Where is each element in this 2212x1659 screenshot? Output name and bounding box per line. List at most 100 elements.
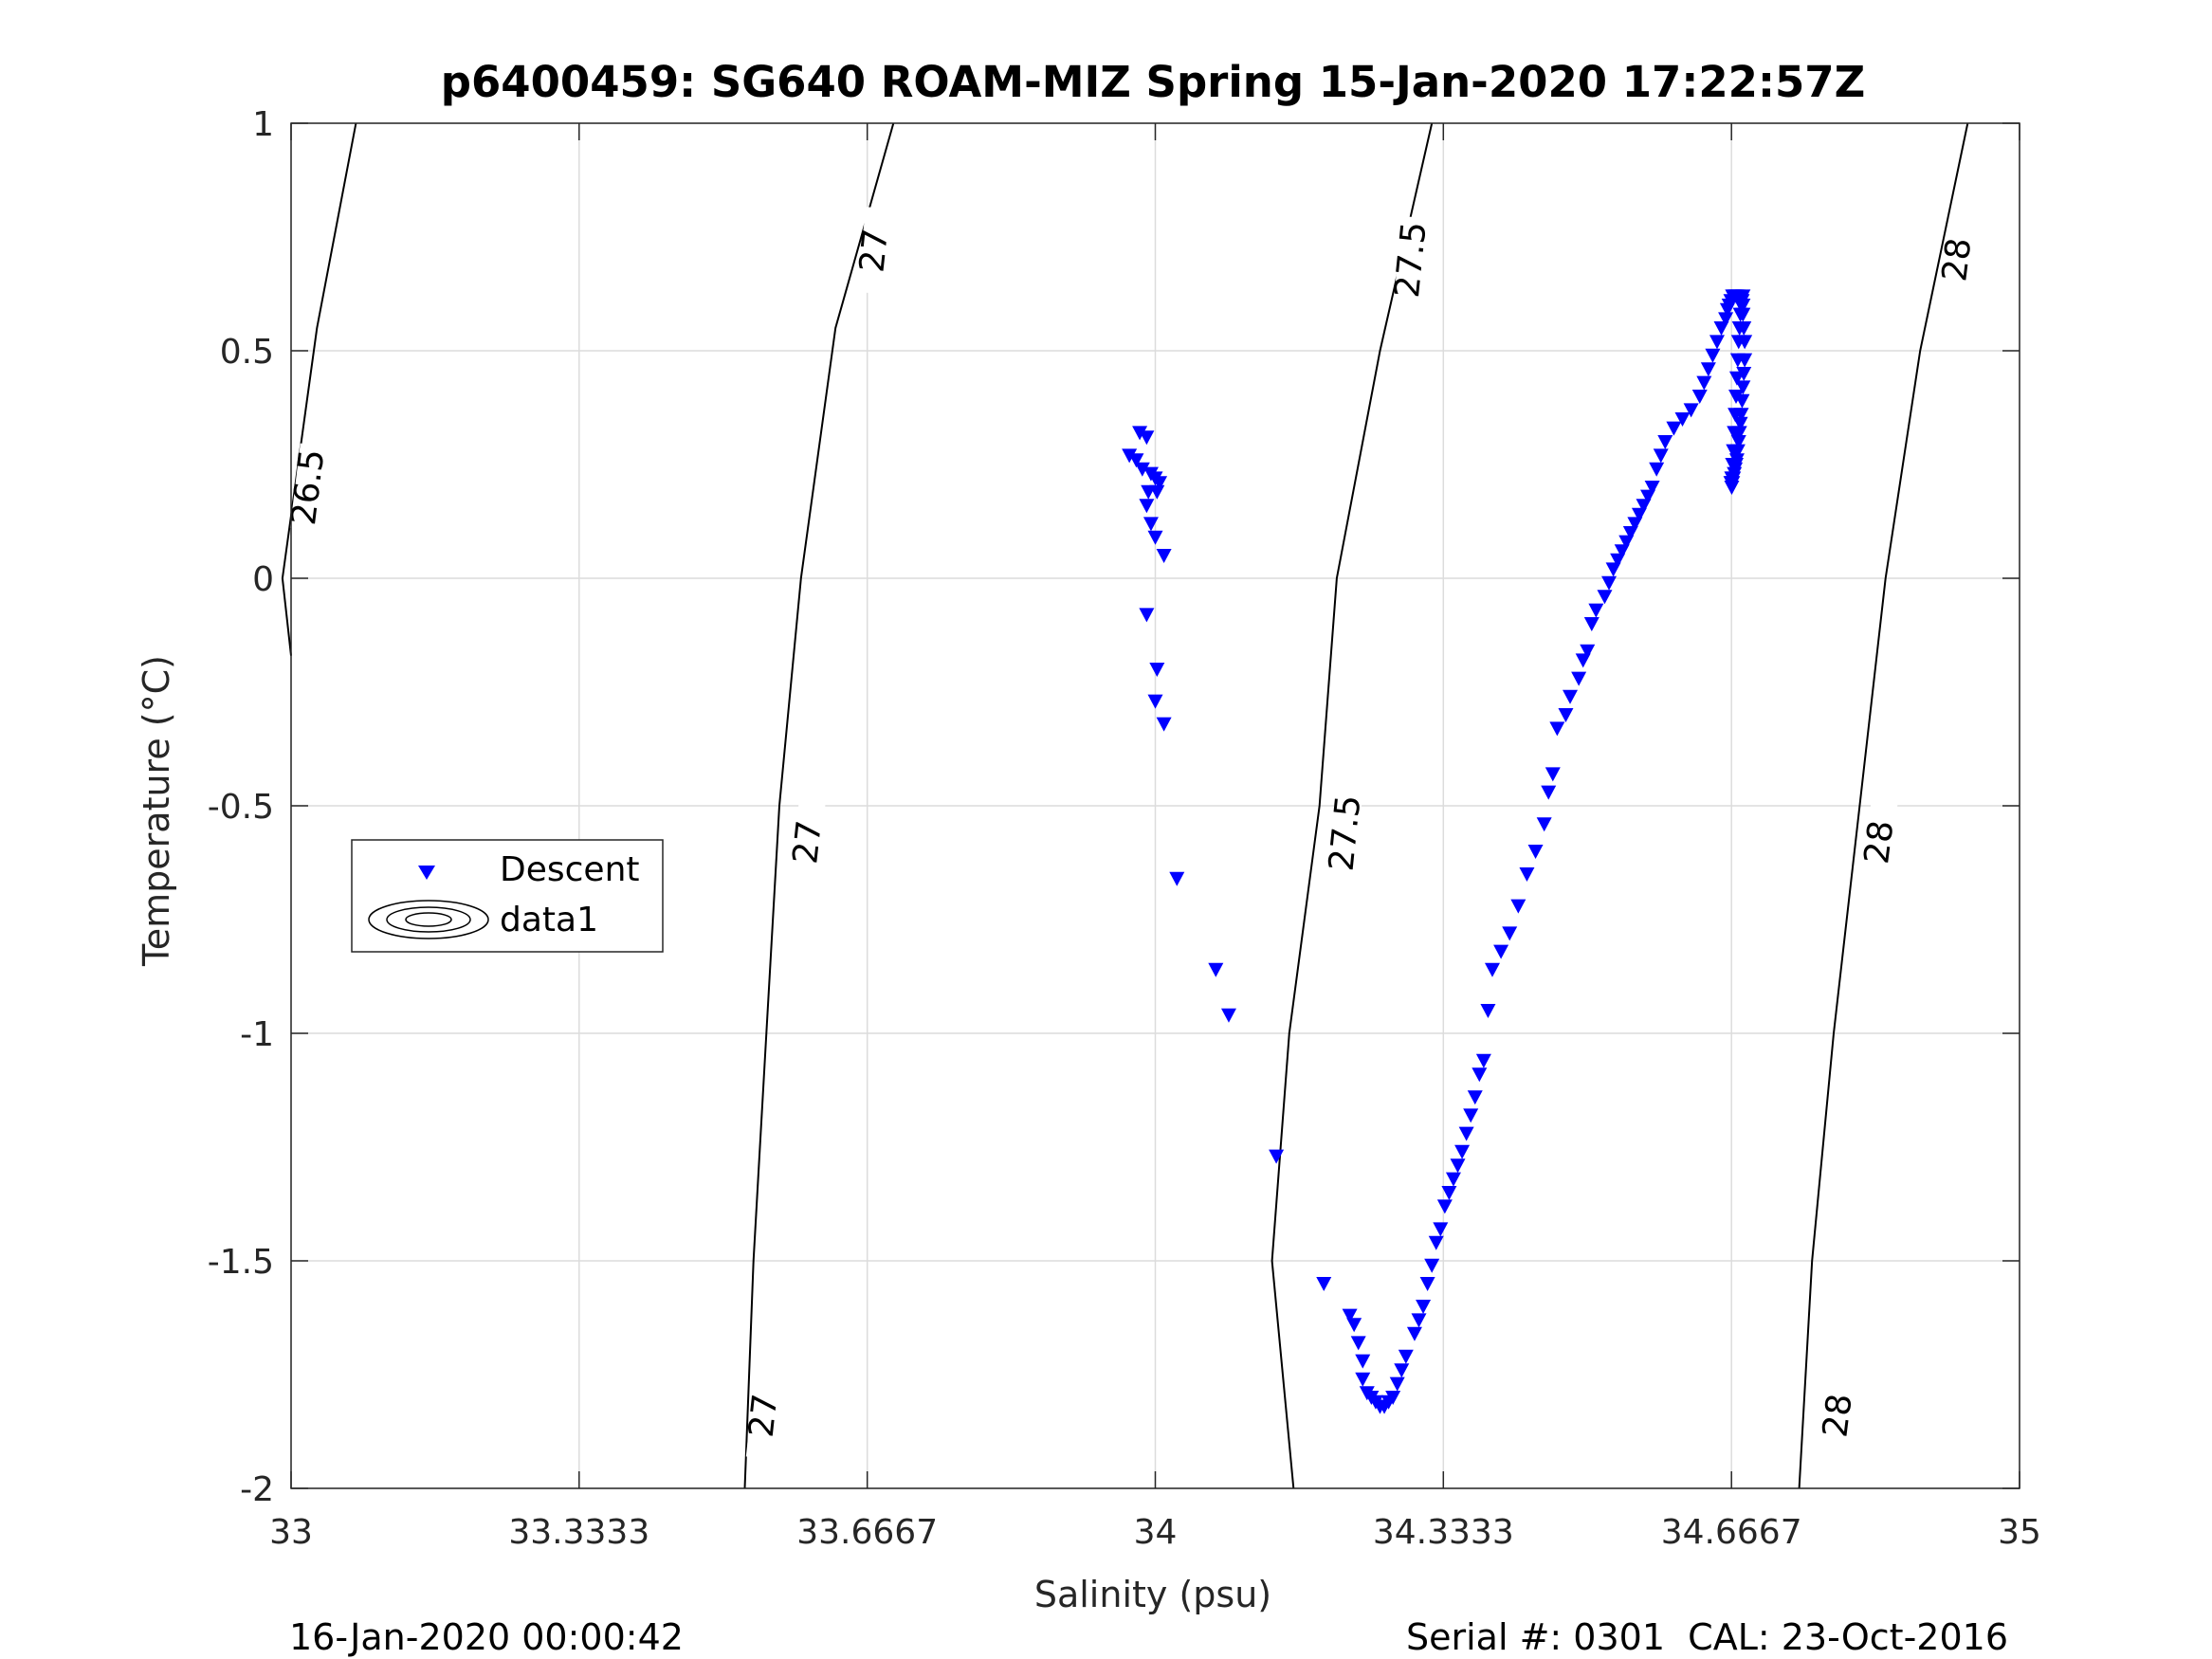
x-tick-label: 33.6667 <box>796 1513 938 1552</box>
data-point <box>1510 899 1526 914</box>
contour-label-bg <box>1819 1371 1856 1460</box>
x-tick-label: 33 <box>269 1513 313 1552</box>
data-point <box>1467 1090 1483 1105</box>
data-point <box>1683 403 1699 418</box>
contour-label-bg <box>289 443 327 532</box>
contour-label-27: 27 <box>786 818 830 866</box>
footer-serial-cal: Serial #: 0301 CAL: 23-Oct-2016 <box>1406 1616 2008 1658</box>
data-point <box>1519 867 1535 882</box>
data-point <box>1128 453 1144 468</box>
data-point <box>1480 1004 1496 1018</box>
x-tick-label: 34.3333 <box>1373 1513 1514 1552</box>
data-point <box>1735 299 1751 313</box>
data-point <box>1583 617 1600 631</box>
data-point <box>1445 1172 1461 1187</box>
contour-label-bg <box>856 207 893 295</box>
data-point <box>1147 530 1163 545</box>
y-axis-label: Temperature (°C) <box>136 655 177 967</box>
data-point <box>1728 371 1745 386</box>
data-point <box>1156 717 1172 732</box>
x-tick-label: 33.3333 <box>508 1513 649 1552</box>
data-point <box>1269 1149 1285 1164</box>
data-point <box>1732 307 1748 322</box>
data-point <box>1220 1008 1236 1023</box>
y-tick-label: -1.5 <box>208 1243 274 1282</box>
data-point <box>1406 1326 1422 1341</box>
data-point <box>1700 362 1716 377</box>
data-point <box>1463 1108 1479 1123</box>
contour-label-bg <box>1327 789 1363 877</box>
data-point <box>1735 289 1751 304</box>
data-point <box>1355 1372 1371 1387</box>
data-point <box>1725 458 1741 472</box>
data-point <box>1732 416 1748 431</box>
data-point <box>1134 462 1150 477</box>
data-point <box>1475 1053 1491 1068</box>
data-point <box>1132 426 1148 441</box>
data-point <box>1536 817 1552 832</box>
contour-label-27.5: 27.5 <box>1323 793 1369 873</box>
x-tick-label: 34 <box>1134 1513 1178 1552</box>
data-point <box>1657 435 1673 449</box>
legend-box <box>351 839 664 953</box>
data-point <box>1502 926 1518 941</box>
data-point <box>1705 348 1721 363</box>
data-point <box>1394 1363 1410 1378</box>
contour-label-bg <box>1860 798 1898 886</box>
data-point <box>1728 408 1744 423</box>
data-point <box>1139 608 1155 623</box>
data-point <box>1729 353 1746 368</box>
data-point <box>1143 517 1159 532</box>
data-point <box>1411 1313 1427 1328</box>
x-axis-label: Salinity (psu) <box>1034 1574 1271 1615</box>
data-point <box>1472 1067 1488 1083</box>
data-point <box>1149 663 1165 677</box>
contour-label-28: 28 <box>1935 236 1979 283</box>
data-point <box>1726 444 1742 459</box>
x-tick-label: 35 <box>1998 1513 2041 1552</box>
contour-line-27.5 <box>1271 122 1434 1489</box>
y-tick-label: 0 <box>252 560 274 599</box>
data-point <box>1424 1258 1440 1273</box>
axis-ticks: 33 33.3333 33.6667 34 34.3333 34.6667 35 -2 -1.5… <box>208 105 2041 1552</box>
contour-label-28: 28 <box>1816 1392 1859 1439</box>
data-point <box>1428 1235 1444 1250</box>
data-point <box>1730 335 1746 350</box>
descent-series <box>1122 289 1753 1414</box>
footer-timestamp: 16-Jan-2020 00:00:42 <box>289 1616 684 1658</box>
data-point <box>1450 1158 1466 1174</box>
data-point <box>1454 1144 1471 1159</box>
contour-label-27.5: 27.5 <box>1388 220 1435 300</box>
legend-descent-marker-icon <box>418 866 435 880</box>
data-point <box>1493 944 1509 959</box>
data-point <box>1653 448 1669 464</box>
data-point <box>1691 390 1708 404</box>
legend: Descent data1 <box>351 839 664 953</box>
data-point <box>1588 603 1604 618</box>
data-point <box>1563 689 1579 704</box>
data-point <box>1735 380 1751 395</box>
data-point <box>1724 471 1740 486</box>
data-point <box>1433 1222 1449 1237</box>
data-point <box>1346 1318 1362 1333</box>
legend-entry-descent: Descent <box>500 850 640 889</box>
contour-label-26.5: 26.5 <box>284 447 332 528</box>
data-point <box>1644 481 1660 495</box>
data-point <box>1709 335 1725 350</box>
data-point <box>1149 484 1165 500</box>
data-point <box>1147 694 1163 709</box>
data-point <box>1139 499 1155 514</box>
y-tick-label: -0.5 <box>208 788 274 827</box>
contour-label-bg <box>1393 215 1429 304</box>
data-point <box>1527 845 1544 859</box>
data-point <box>1597 590 1613 605</box>
y-tick-label: -2 <box>240 1470 274 1509</box>
data-point <box>1601 575 1618 591</box>
data-point <box>1558 708 1574 722</box>
data-point <box>1436 1199 1453 1214</box>
data-point <box>1342 1308 1358 1323</box>
contour-label-bg <box>745 1371 782 1460</box>
data-point <box>1549 721 1565 737</box>
data-point <box>1169 871 1185 886</box>
